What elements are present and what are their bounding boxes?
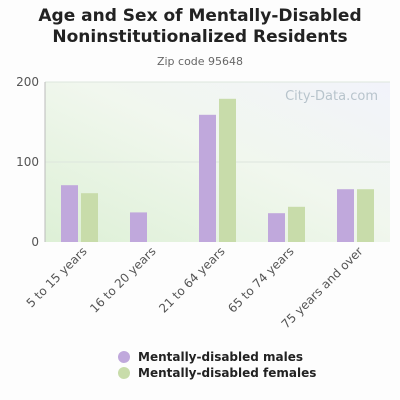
bar-males-2 bbox=[199, 114, 216, 242]
legend: Mentally-disabled males Mentally-disable… bbox=[118, 349, 316, 381]
x-tick-label: 5 to 15 years bbox=[24, 244, 90, 310]
bar-females-4 bbox=[357, 189, 374, 242]
bar-males-3 bbox=[268, 213, 285, 242]
y-tick-label: 0 bbox=[31, 235, 39, 249]
legend-label-males: Mentally-disabled males bbox=[138, 350, 304, 364]
bar-females-0 bbox=[81, 193, 98, 242]
chart-title: Age and Sex of Mentally-Disabled Noninst… bbox=[0, 6, 400, 48]
legend-swatch-males bbox=[118, 351, 130, 363]
bar-males-1 bbox=[130, 212, 147, 242]
watermark: City-Data.com bbox=[285, 89, 378, 104]
y-tick-label: 200 bbox=[16, 75, 39, 89]
legend-item-males: Mentally-disabled males bbox=[118, 349, 316, 365]
bar-females-2 bbox=[219, 98, 236, 242]
x-tick-label: 16 to 20 years bbox=[87, 244, 158, 315]
x-tick-label: 21 to 64 years bbox=[156, 244, 227, 315]
legend-label-females: Mentally-disabled females bbox=[138, 366, 317, 380]
bar-males-4 bbox=[337, 189, 354, 242]
chart-subtitle: Zip code 95648 bbox=[156, 55, 244, 68]
chart-title-line-1: Age and Sex of Mentally-Disabled bbox=[38, 6, 362, 26]
bar-females-3 bbox=[288, 206, 305, 242]
legend-swatch-females bbox=[118, 367, 130, 379]
bar-males-0 bbox=[61, 185, 78, 242]
legend-item-females: Mentally-disabled females bbox=[118, 365, 316, 381]
y-tick-label: 100 bbox=[16, 155, 39, 169]
chart-title-line-2: Noninstitutionalized Residents bbox=[52, 27, 348, 47]
x-tick-label: 65 to 74 years bbox=[225, 244, 296, 315]
